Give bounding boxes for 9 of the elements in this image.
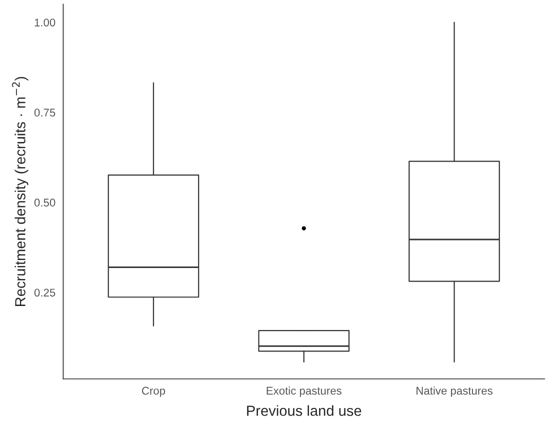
y-tick-label: 0.50 bbox=[34, 198, 56, 207]
x-tick-label: Exotic pastures bbox=[266, 386, 342, 397]
y-tick-label: 0.25 bbox=[34, 288, 56, 297]
x-axis-title: Previous land use bbox=[247, 405, 362, 416]
y-tick-label: 1.00 bbox=[34, 18, 56, 26]
x-tick-label: Native pastures bbox=[416, 386, 492, 397]
y-axis-title: Recruitment density (recruits · m$^{−2}$) bbox=[12, 76, 28, 306]
y-tick-label: 0.75 bbox=[34, 108, 56, 117]
x-tick-label: Crop bbox=[142, 386, 166, 397]
